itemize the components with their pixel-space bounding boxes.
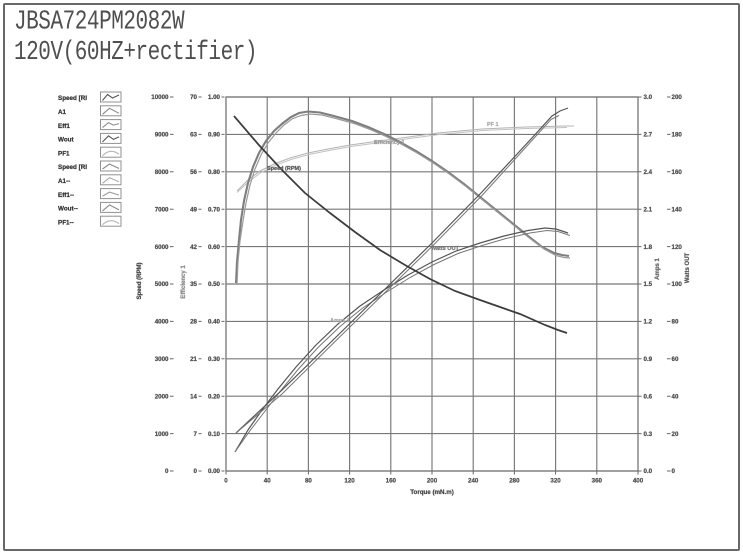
svg-text:80: 80 bbox=[672, 319, 679, 326]
svg-text:42: 42 bbox=[190, 244, 197, 251]
svg-text:8000: 8000 bbox=[155, 169, 169, 176]
svg-text:0.6: 0.6 bbox=[644, 393, 653, 400]
svg-text:60: 60 bbox=[672, 356, 679, 363]
svg-text:200: 200 bbox=[427, 478, 438, 485]
svg-text:A1--: A1-- bbox=[58, 178, 70, 185]
svg-text:Watts OUT: Watts OUT bbox=[685, 252, 691, 283]
svg-text:140: 140 bbox=[672, 206, 683, 213]
svg-text:120: 120 bbox=[672, 244, 683, 251]
svg-text:0: 0 bbox=[672, 468, 676, 475]
svg-text:1.5: 1.5 bbox=[644, 281, 653, 288]
svg-text:0.30: 0.30 bbox=[208, 356, 221, 363]
svg-text:0.70: 0.70 bbox=[208, 206, 221, 213]
svg-text:PF1--: PF1-- bbox=[58, 219, 74, 226]
svg-text:80: 80 bbox=[305, 478, 312, 485]
svg-text:1.00: 1.00 bbox=[208, 94, 221, 101]
svg-text:21: 21 bbox=[190, 356, 197, 363]
svg-text:0.50: 0.50 bbox=[208, 281, 221, 288]
svg-text:40: 40 bbox=[264, 478, 271, 485]
svg-text:360: 360 bbox=[592, 478, 603, 485]
svg-text:0.10: 0.10 bbox=[208, 431, 221, 438]
svg-text:0.00: 0.00 bbox=[208, 468, 221, 475]
svg-text:0.80: 0.80 bbox=[208, 169, 221, 176]
svg-text:1.2: 1.2 bbox=[644, 319, 653, 326]
svg-text:160: 160 bbox=[386, 478, 397, 485]
svg-text:Torque (mN.m): Torque (mN.m) bbox=[410, 489, 454, 496]
svg-text:Speed (RPM): Speed (RPM) bbox=[137, 262, 143, 299]
svg-text:0.60: 0.60 bbox=[208, 244, 221, 251]
svg-text:63: 63 bbox=[190, 132, 197, 139]
svg-text:Eff1--: Eff1-- bbox=[58, 192, 74, 199]
svg-text:Speed (RPM): Speed (RPM) bbox=[267, 166, 301, 172]
svg-text:5000: 5000 bbox=[155, 281, 169, 288]
svg-text:Speed [RI: Speed [RI bbox=[58, 95, 87, 102]
svg-text:56: 56 bbox=[190, 169, 197, 176]
svg-text:Amps 1: Amps 1 bbox=[655, 258, 661, 280]
svg-text:0.9: 0.9 bbox=[644, 356, 653, 363]
svg-text:Watts OUT: Watts OUT bbox=[431, 246, 460, 252]
svg-text:0.0: 0.0 bbox=[644, 468, 653, 475]
svg-text:0.40: 0.40 bbox=[208, 319, 221, 326]
svg-text:0.3: 0.3 bbox=[644, 431, 653, 438]
svg-text:2.7: 2.7 bbox=[644, 132, 653, 139]
svg-text:Amps 1: Amps 1 bbox=[330, 318, 350, 324]
svg-text:2.1: 2.1 bbox=[644, 206, 653, 213]
svg-text:4000: 4000 bbox=[155, 319, 169, 326]
svg-text:240: 240 bbox=[468, 478, 479, 485]
svg-text:70: 70 bbox=[190, 94, 197, 101]
svg-text:3.0: 3.0 bbox=[644, 94, 653, 101]
svg-text:40: 40 bbox=[672, 393, 679, 400]
svg-text:0: 0 bbox=[224, 478, 228, 485]
svg-text:160: 160 bbox=[672, 169, 683, 176]
svg-text:100: 100 bbox=[672, 281, 683, 288]
svg-text:Wout: Wout bbox=[58, 137, 75, 144]
svg-text:35: 35 bbox=[190, 281, 197, 288]
svg-text:0: 0 bbox=[165, 468, 169, 475]
svg-text:28: 28 bbox=[190, 319, 197, 326]
svg-text:400: 400 bbox=[633, 478, 644, 485]
svg-text:2000: 2000 bbox=[155, 393, 169, 400]
svg-text:A1: A1 bbox=[58, 109, 67, 116]
svg-text:3000: 3000 bbox=[155, 356, 169, 363]
svg-text:6000: 6000 bbox=[155, 244, 169, 251]
svg-text:7: 7 bbox=[194, 431, 198, 438]
svg-text:200: 200 bbox=[672, 94, 683, 101]
svg-text:Eff1: Eff1 bbox=[58, 123, 70, 130]
svg-text:14: 14 bbox=[190, 393, 197, 400]
svg-text:0.20: 0.20 bbox=[208, 393, 221, 400]
svg-text:180: 180 bbox=[672, 132, 683, 139]
svg-text:2.4: 2.4 bbox=[644, 169, 653, 176]
svg-text:9000: 9000 bbox=[155, 132, 169, 139]
svg-text:7000: 7000 bbox=[155, 206, 169, 213]
svg-text:0.90: 0.90 bbox=[208, 132, 221, 139]
svg-text:Efficiency 1: Efficiency 1 bbox=[374, 140, 405, 146]
svg-text:120: 120 bbox=[344, 478, 355, 485]
svg-text:Efficiency 1: Efficiency 1 bbox=[181, 265, 187, 299]
svg-text:0: 0 bbox=[194, 468, 198, 475]
svg-text:280: 280 bbox=[509, 478, 520, 485]
svg-text:20: 20 bbox=[672, 431, 679, 438]
svg-text:10000: 10000 bbox=[151, 94, 169, 101]
svg-text:Speed [RI: Speed [RI bbox=[58, 164, 87, 171]
svg-text:Wout--: Wout-- bbox=[58, 206, 78, 213]
svg-text:1000: 1000 bbox=[155, 431, 169, 438]
svg-text:1.8: 1.8 bbox=[644, 244, 653, 251]
svg-text:PF 1: PF 1 bbox=[487, 122, 499, 128]
svg-text:PF1: PF1 bbox=[58, 150, 70, 157]
svg-text:49: 49 bbox=[190, 206, 197, 213]
svg-text:320: 320 bbox=[550, 478, 561, 485]
